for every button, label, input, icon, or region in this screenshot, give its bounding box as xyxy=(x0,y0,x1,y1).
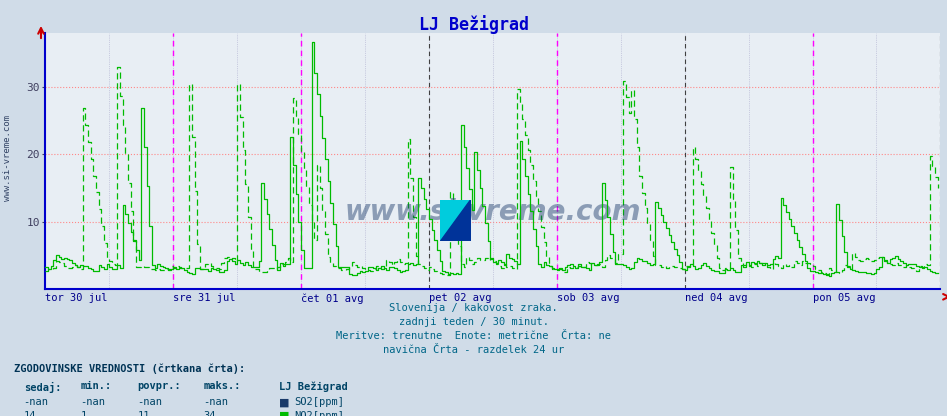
Text: LJ Bežigrad: LJ Bežigrad xyxy=(279,381,348,392)
Text: povpr.:: povpr.: xyxy=(137,381,181,391)
Polygon shape xyxy=(440,200,471,241)
Text: 34: 34 xyxy=(204,411,216,416)
Text: www.si-vreme.com: www.si-vreme.com xyxy=(3,115,12,201)
Text: ned 04 avg: ned 04 avg xyxy=(685,293,747,303)
Text: zadnji teden / 30 minut.: zadnji teden / 30 minut. xyxy=(399,317,548,327)
Text: Meritve: trenutne  Enote: metrične  Črta: ne: Meritve: trenutne Enote: metrične Črta: … xyxy=(336,331,611,341)
Text: ■: ■ xyxy=(279,397,290,407)
Text: tor 30 jul: tor 30 jul xyxy=(45,293,108,303)
Text: -nan: -nan xyxy=(80,397,105,407)
Text: -nan: -nan xyxy=(137,397,162,407)
Text: 1: 1 xyxy=(80,411,87,416)
Text: čet 01 avg: čet 01 avg xyxy=(301,293,364,304)
Text: -nan: -nan xyxy=(24,397,48,407)
Text: sob 03 avg: sob 03 avg xyxy=(557,293,619,303)
Text: 11: 11 xyxy=(137,411,150,416)
Text: 14: 14 xyxy=(24,411,36,416)
Polygon shape xyxy=(440,200,471,241)
Polygon shape xyxy=(440,200,471,241)
Text: SO2[ppm]: SO2[ppm] xyxy=(295,397,345,407)
Text: LJ Bežigrad: LJ Bežigrad xyxy=(419,15,528,34)
Text: sre 31 jul: sre 31 jul xyxy=(173,293,236,303)
Text: sedaj:: sedaj: xyxy=(24,381,62,393)
Text: ZGODOVINSKE VREDNOSTI (črtkana črta):: ZGODOVINSKE VREDNOSTI (črtkana črta): xyxy=(14,364,245,374)
Text: www.si-vreme.com: www.si-vreme.com xyxy=(345,198,641,226)
Text: maks.:: maks.: xyxy=(204,381,241,391)
Text: ■: ■ xyxy=(279,411,290,416)
Text: pet 02 avg: pet 02 avg xyxy=(429,293,491,303)
Text: min.:: min.: xyxy=(80,381,112,391)
Text: navična Črta - razdelek 24 ur: navična Črta - razdelek 24 ur xyxy=(383,345,564,355)
Text: NO2[ppm]: NO2[ppm] xyxy=(295,411,345,416)
Text: -nan: -nan xyxy=(204,397,228,407)
Text: pon 05 avg: pon 05 avg xyxy=(813,293,875,303)
Text: Slovenija / kakovost zraka.: Slovenija / kakovost zraka. xyxy=(389,303,558,313)
